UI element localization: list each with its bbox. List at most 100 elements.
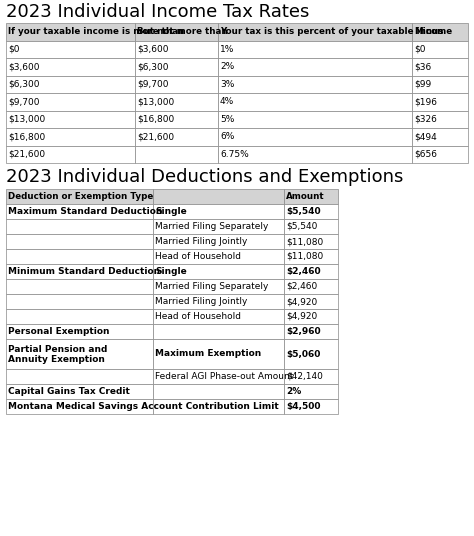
Text: $6,300: $6,300 — [137, 62, 168, 71]
Bar — [6, 309, 153, 324]
Bar — [284, 294, 338, 309]
Text: $5,060: $5,060 — [286, 349, 320, 359]
Text: $494: $494 — [414, 132, 437, 142]
Text: $4,920: $4,920 — [286, 297, 317, 306]
Bar — [153, 309, 284, 324]
Text: Single: Single — [155, 267, 187, 276]
Text: $9,700: $9,700 — [137, 80, 168, 89]
Bar — [284, 384, 338, 399]
Bar — [6, 204, 153, 219]
Bar — [153, 219, 284, 234]
Text: Montana Medical Savings Account Contribution Limit: Montana Medical Savings Account Contribu… — [8, 402, 279, 411]
Text: Your tax is this percent of your taxable income: Your tax is this percent of your taxable… — [220, 27, 452, 36]
Bar — [6, 384, 153, 399]
Bar — [412, 128, 468, 145]
Bar — [6, 58, 135, 76]
Text: $11,080: $11,080 — [286, 237, 323, 246]
Bar — [6, 219, 153, 234]
Text: Annuity Exemption: Annuity Exemption — [8, 355, 105, 364]
Bar — [284, 189, 338, 204]
Text: $9,700: $9,700 — [8, 97, 39, 106]
Text: $4,920: $4,920 — [286, 312, 317, 321]
Text: $2,460: $2,460 — [286, 282, 317, 291]
Text: Head of Household: Head of Household — [155, 312, 241, 321]
Text: But not more than: But not more than — [137, 27, 228, 36]
Text: Married Filing Separately: Married Filing Separately — [155, 222, 268, 231]
Bar — [412, 41, 468, 58]
Text: Deduction or Exemption Type: Deduction or Exemption Type — [8, 192, 153, 201]
Bar — [6, 23, 135, 41]
Text: $2,460: $2,460 — [286, 267, 320, 276]
Bar — [284, 324, 338, 339]
Bar — [6, 249, 153, 264]
Text: $2,960: $2,960 — [286, 327, 320, 336]
Text: Minus: Minus — [414, 27, 444, 36]
Bar — [153, 339, 284, 369]
Bar — [6, 234, 153, 249]
Text: Minimum Standard Deduction: Minimum Standard Deduction — [8, 267, 160, 276]
Text: $42,140: $42,140 — [286, 372, 323, 381]
Bar — [6, 399, 153, 414]
Text: $5,540: $5,540 — [286, 207, 320, 216]
Text: 6.75%: 6.75% — [220, 150, 249, 159]
Bar — [135, 128, 218, 145]
Bar — [218, 76, 412, 93]
Bar — [135, 76, 218, 93]
Bar — [135, 58, 218, 76]
Text: $656: $656 — [414, 150, 437, 159]
Text: 6%: 6% — [220, 132, 234, 142]
Bar — [153, 204, 284, 219]
Text: $0: $0 — [8, 44, 19, 54]
Bar — [6, 93, 135, 110]
Bar — [284, 339, 338, 369]
Bar — [412, 58, 468, 76]
Text: $16,800: $16,800 — [8, 132, 45, 142]
Text: 2023 Individual Income Tax Rates: 2023 Individual Income Tax Rates — [6, 3, 310, 21]
Bar — [135, 93, 218, 110]
Text: $13,000: $13,000 — [137, 97, 174, 106]
Text: $3,600: $3,600 — [8, 62, 39, 71]
Text: Married Filing Separately: Married Filing Separately — [155, 282, 268, 291]
Bar — [218, 93, 412, 110]
Bar — [6, 110, 135, 128]
Text: 3%: 3% — [220, 80, 234, 89]
Bar — [6, 369, 153, 384]
Text: Partial Pension and: Partial Pension and — [8, 345, 108, 354]
Text: $326: $326 — [414, 115, 437, 124]
Text: $21,600: $21,600 — [8, 150, 45, 159]
Text: $196: $196 — [414, 97, 437, 106]
Text: 5%: 5% — [220, 115, 234, 124]
Bar — [284, 369, 338, 384]
Text: Maximum Standard Deduction: Maximum Standard Deduction — [8, 207, 163, 216]
Bar — [284, 309, 338, 324]
Text: $4,500: $4,500 — [286, 402, 320, 411]
Text: Maximum Exemption: Maximum Exemption — [155, 349, 261, 359]
Bar — [412, 76, 468, 93]
Text: $5,540: $5,540 — [286, 222, 318, 231]
Bar — [6, 189, 153, 204]
Bar — [153, 294, 284, 309]
Bar — [218, 58, 412, 76]
Bar — [284, 204, 338, 219]
Bar — [218, 41, 412, 58]
Text: Federal AGI Phase-out Amount: Federal AGI Phase-out Amount — [155, 372, 293, 381]
Bar — [135, 41, 218, 58]
Bar — [412, 110, 468, 128]
Bar — [284, 264, 338, 279]
Bar — [6, 294, 153, 309]
Bar — [153, 399, 284, 414]
Text: Personal Exemption: Personal Exemption — [8, 327, 109, 336]
Text: Amount: Amount — [286, 192, 325, 201]
Bar — [153, 249, 284, 264]
Bar — [218, 128, 412, 145]
Text: 2%: 2% — [220, 62, 234, 71]
Bar — [135, 145, 218, 163]
Bar — [6, 128, 135, 145]
Bar — [284, 279, 338, 294]
Text: Single: Single — [155, 207, 187, 216]
Bar — [153, 279, 284, 294]
Text: Married Filing Jointly: Married Filing Jointly — [155, 237, 247, 246]
Bar — [6, 76, 135, 93]
Bar — [284, 219, 338, 234]
Bar — [218, 23, 412, 41]
